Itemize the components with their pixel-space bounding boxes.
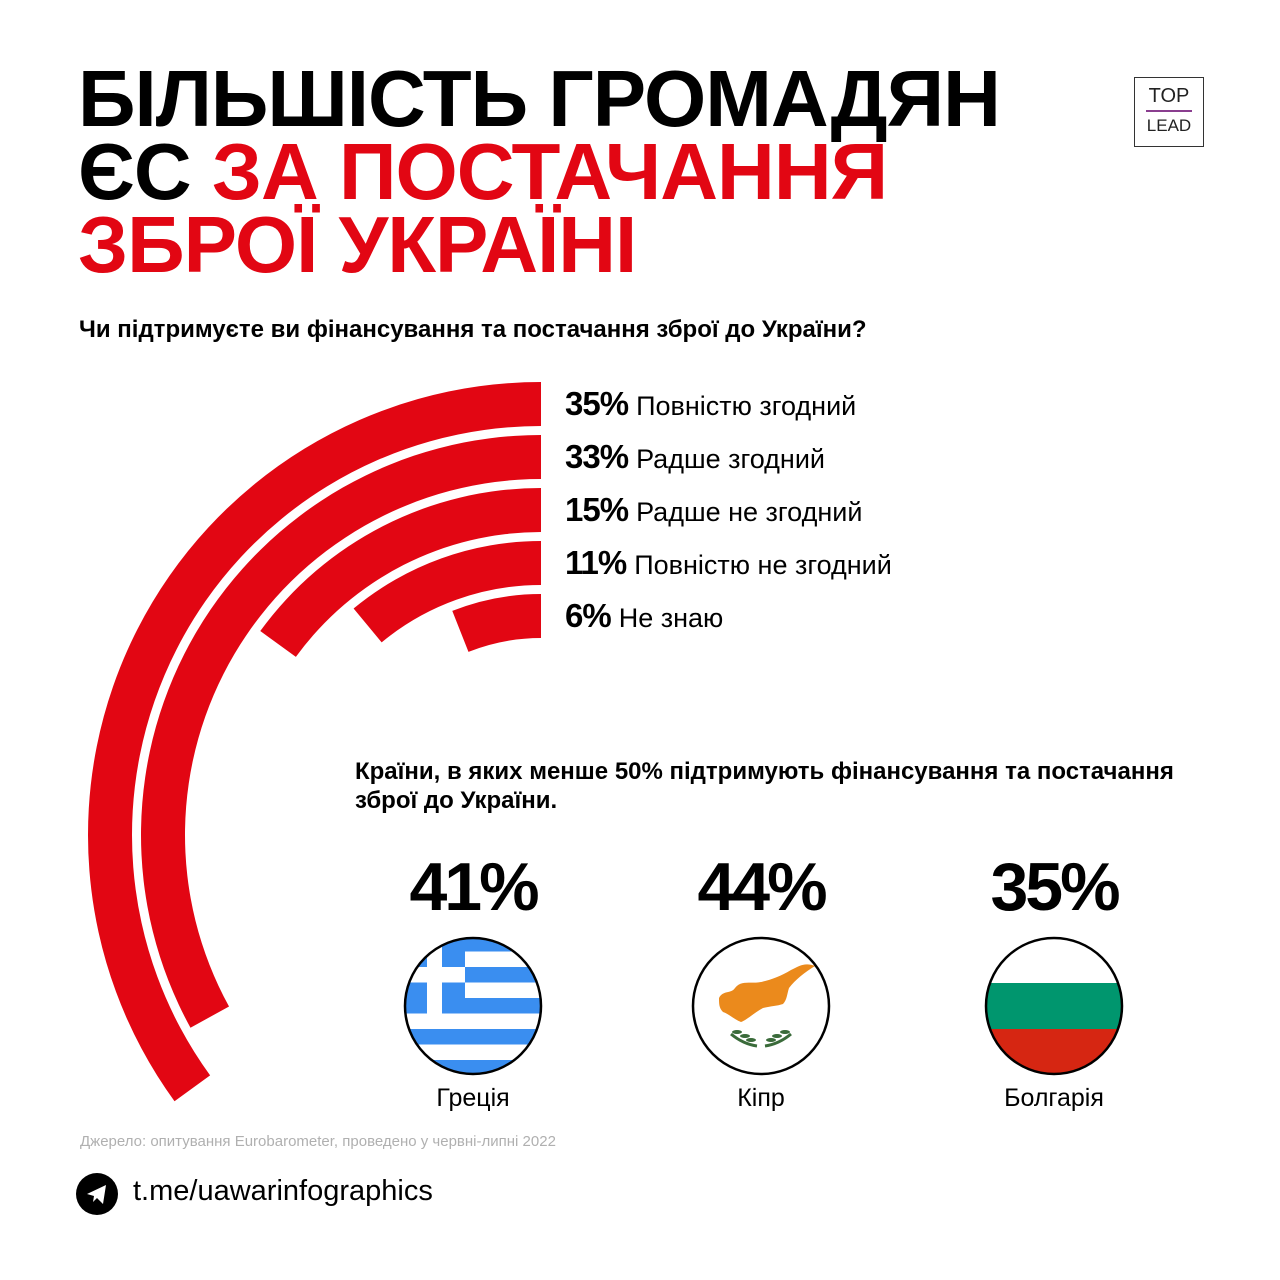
country-value: 35% <box>990 849 1120 925</box>
country-value: 41% <box>409 849 539 925</box>
title-line-3: ЗБРОЇ УКРАЇНІ <box>78 200 637 289</box>
country-value: 44% <box>697 849 827 925</box>
legend-item: 6% Не знаю <box>565 597 724 634</box>
country-greece: 41% Греція <box>353 852 593 1113</box>
country-name: Греція <box>436 1084 510 1112</box>
countries-heading: Країни, в яких менше 50% підтримують фін… <box>355 758 1174 814</box>
logo-top-text: TOP <box>1148 85 1190 107</box>
telegram-icon[interactable] <box>76 1173 118 1215</box>
logo-bottom-text: LEAD <box>1146 116 1192 135</box>
country-name: Кіпр <box>737 1084 785 1112</box>
telegram-link[interactable]: t.me/uawarinfographics <box>133 1175 433 1207</box>
data-label: 15% <box>565 491 629 528</box>
greece-flag-icon <box>403 936 543 1076</box>
bulgaria-flag-icon <box>984 936 1124 1076</box>
legend-item: 33% Радше згодний <box>565 438 826 475</box>
country-bulgaria: 35% Болгарія <box>934 852 1174 1113</box>
toplead-logo: TOP LEAD <box>1134 77 1204 147</box>
source-note: Джерело: опитування Eurobarometer, прове… <box>80 1133 556 1150</box>
title-line-2-black: ЄС <box>78 127 212 216</box>
data-label: 35% <box>565 385 629 422</box>
radial-bar-5 <box>452 594 541 652</box>
data-label: 11% <box>565 544 627 581</box>
title-line-1: БІЛЬШІСТЬ ГРОМАДЯН <box>78 54 1001 143</box>
cyprus-flag-icon <box>691 936 831 1076</box>
radial-bar-2 <box>141 435 541 1028</box>
country-name: Болгарія <box>1004 1084 1104 1112</box>
chart-title: Чи підтримуєте ви фінансування та постач… <box>79 316 867 343</box>
category-label: Не знаю <box>618 603 724 633</box>
page-title: БІЛЬШІСТЬ ГРОМАДЯН ЄС ЗА ПОСТАЧАННЯ ЗБРО… <box>78 54 1001 289</box>
legend-item: 35% Повністю згодний <box>565 385 857 422</box>
legend-item: 15% Радше не згодний <box>565 491 863 528</box>
category-label: Радше не згодний <box>636 497 863 527</box>
radial-bar-4 <box>353 541 541 643</box>
logo-divider <box>1146 110 1192 112</box>
title-line-2: ЄС ЗА ПОСТАЧАННЯ <box>78 132 1000 212</box>
country-cyprus: 44% Кіпр <box>641 852 881 1113</box>
data-label: 6% <box>565 597 612 634</box>
data-label: 33% <box>565 438 629 475</box>
legend-item: 11% Повністю не згодний <box>565 544 892 581</box>
category-label: Повністю не згодний <box>634 550 892 580</box>
radial-bar-1 <box>87 382 541 1102</box>
title-line-2-red: ЗА ПОСТАЧАННЯ <box>211 127 888 216</box>
category-label: Радше згодний <box>636 444 826 474</box>
radial-bar-3 <box>260 488 541 657</box>
category-label: Повністю згодний <box>636 391 857 421</box>
